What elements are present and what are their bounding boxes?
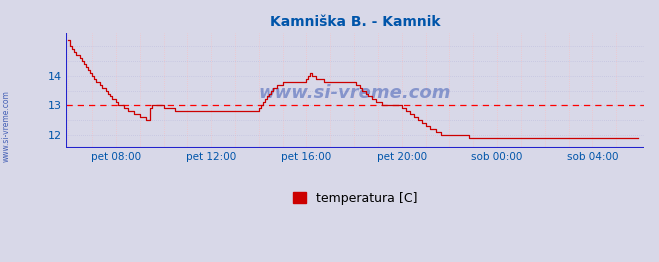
Text: www.si-vreme.com: www.si-vreme.com bbox=[259, 84, 451, 102]
Legend: temperatura [C]: temperatura [C] bbox=[288, 187, 422, 210]
Text: www.si-vreme.com: www.si-vreme.com bbox=[2, 90, 11, 162]
Title: Kamniška B. - Kamnik: Kamniška B. - Kamnik bbox=[270, 15, 440, 29]
